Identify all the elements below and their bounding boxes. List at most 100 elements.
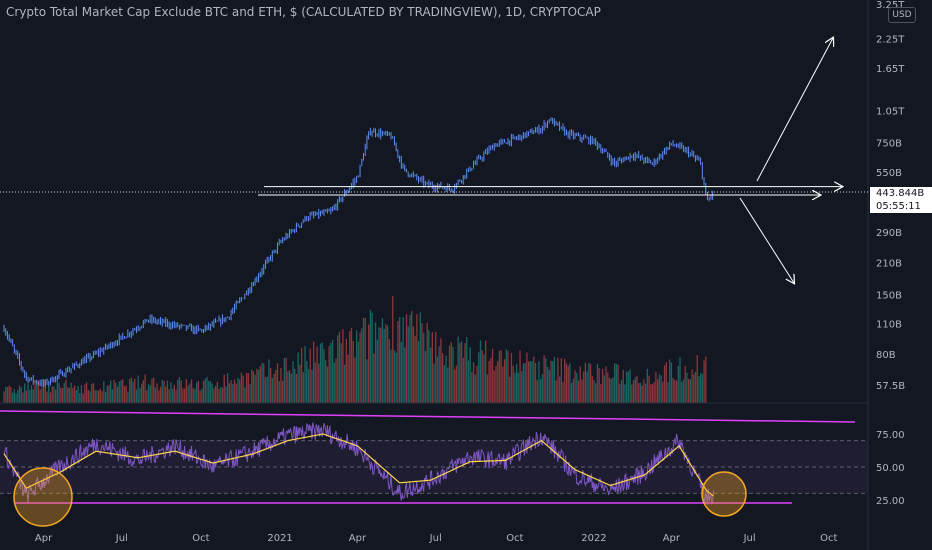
volume-bar bbox=[627, 371, 630, 403]
volume-bar bbox=[701, 373, 704, 403]
time-tick-label: Apr bbox=[35, 533, 53, 544]
volume-bar bbox=[474, 374, 476, 403]
price-tick-label: 80B bbox=[876, 350, 896, 361]
volume-bar bbox=[705, 356, 707, 403]
volume-bar bbox=[70, 382, 72, 403]
time-tick-label: Oct bbox=[192, 533, 209, 544]
volume-bar bbox=[502, 366, 504, 403]
volume-bar bbox=[669, 359, 671, 403]
volume-bar bbox=[206, 376, 208, 403]
last-price-label: 443.844B 05:55:11 bbox=[870, 187, 932, 213]
volume-bar bbox=[574, 370, 576, 403]
volume-bar bbox=[565, 363, 568, 403]
volume-bar bbox=[294, 368, 296, 403]
volume-bar bbox=[638, 383, 640, 403]
volume-bar bbox=[677, 365, 679, 403]
volume-bar bbox=[313, 341, 315, 403]
volume-bar bbox=[636, 375, 638, 403]
volume-bar bbox=[488, 361, 490, 403]
time-tick-label: Apr bbox=[349, 533, 367, 544]
volume-bar bbox=[94, 390, 96, 403]
volume-bar bbox=[567, 365, 569, 403]
volume-bar bbox=[424, 351, 427, 403]
volume-bar bbox=[163, 380, 165, 403]
volume-bar bbox=[297, 352, 299, 403]
volume-bar bbox=[509, 376, 511, 403]
volume-bar bbox=[120, 380, 122, 403]
volume-bar bbox=[411, 311, 413, 403]
volume-bar bbox=[562, 382, 564, 403]
volume-bar bbox=[266, 376, 268, 403]
volume-bar bbox=[264, 377, 267, 403]
volume-bar bbox=[321, 342, 323, 403]
volume-bar bbox=[20, 387, 22, 403]
volume-bar bbox=[273, 373, 275, 403]
volume-bar bbox=[208, 380, 210, 403]
volume-bar bbox=[180, 380, 182, 403]
volume-bar bbox=[445, 355, 447, 403]
volume-bar bbox=[259, 366, 261, 403]
volume-bar bbox=[529, 361, 532, 403]
volume-bar bbox=[58, 383, 60, 403]
volume-bar bbox=[220, 386, 222, 403]
volume-bar bbox=[591, 376, 593, 403]
volume-bar bbox=[170, 382, 172, 403]
volume-bar bbox=[232, 384, 234, 403]
volume-bar bbox=[409, 314, 411, 403]
volume-bar bbox=[96, 390, 98, 403]
volume-bar bbox=[123, 385, 126, 403]
volume-bar bbox=[292, 360, 294, 403]
volume-bar bbox=[483, 354, 485, 403]
volume-bar bbox=[390, 349, 392, 403]
volume-bar bbox=[337, 335, 339, 403]
volume-bar bbox=[338, 331, 341, 403]
volume-bar bbox=[87, 389, 89, 403]
chart-title: Crypto Total Market Cap Exclude BTC and … bbox=[6, 5, 601, 19]
volume-bar bbox=[386, 325, 389, 403]
volume-bar bbox=[356, 330, 358, 403]
volume-bar bbox=[689, 379, 691, 403]
currency-badge[interactable]: USD bbox=[888, 7, 916, 23]
volume-bar bbox=[325, 360, 327, 403]
rsi-pane[interactable] bbox=[0, 410, 868, 505]
volume-bar bbox=[116, 386, 119, 403]
volume-bar bbox=[37, 380, 40, 403]
volume-bar bbox=[658, 374, 661, 403]
volume-bar bbox=[84, 384, 86, 403]
volume-bar bbox=[227, 373, 229, 403]
volume-bar bbox=[98, 390, 100, 403]
volume-bar bbox=[235, 383, 237, 403]
time-tick-label: Oct bbox=[820, 533, 837, 544]
volume-bar bbox=[142, 380, 145, 403]
volume-bar bbox=[491, 348, 494, 403]
bar-countdown: 05:55:11 bbox=[876, 201, 921, 212]
volume-bar bbox=[620, 379, 623, 403]
volume-bar bbox=[600, 384, 602, 403]
volume-bar bbox=[68, 387, 71, 403]
volume-bar bbox=[583, 371, 585, 403]
volume-bar bbox=[22, 392, 24, 403]
volume-bar bbox=[466, 337, 468, 403]
volume-bar bbox=[111, 389, 114, 403]
volume-bar bbox=[108, 385, 110, 403]
volume-bar bbox=[577, 380, 580, 403]
volume-bar bbox=[53, 386, 55, 403]
volume-bar bbox=[507, 350, 509, 403]
volume-bar bbox=[156, 383, 158, 403]
volume-bar bbox=[134, 378, 136, 403]
volume-bar bbox=[419, 312, 421, 403]
volume-bar bbox=[371, 312, 373, 403]
rsi-ma-line bbox=[3, 433, 714, 497]
volume-bar bbox=[603, 375, 605, 403]
volume-bar bbox=[619, 383, 621, 403]
volume-bar bbox=[185, 379, 188, 403]
volume-bar bbox=[55, 389, 57, 403]
volume-bar bbox=[657, 379, 659, 403]
volume-bar bbox=[300, 347, 303, 403]
volume-bar bbox=[92, 383, 95, 403]
volume-bar bbox=[543, 355, 545, 403]
price-pane[interactable] bbox=[3, 117, 714, 387]
volume-bar bbox=[196, 382, 198, 403]
time-tick-label: Jul bbox=[429, 533, 442, 544]
